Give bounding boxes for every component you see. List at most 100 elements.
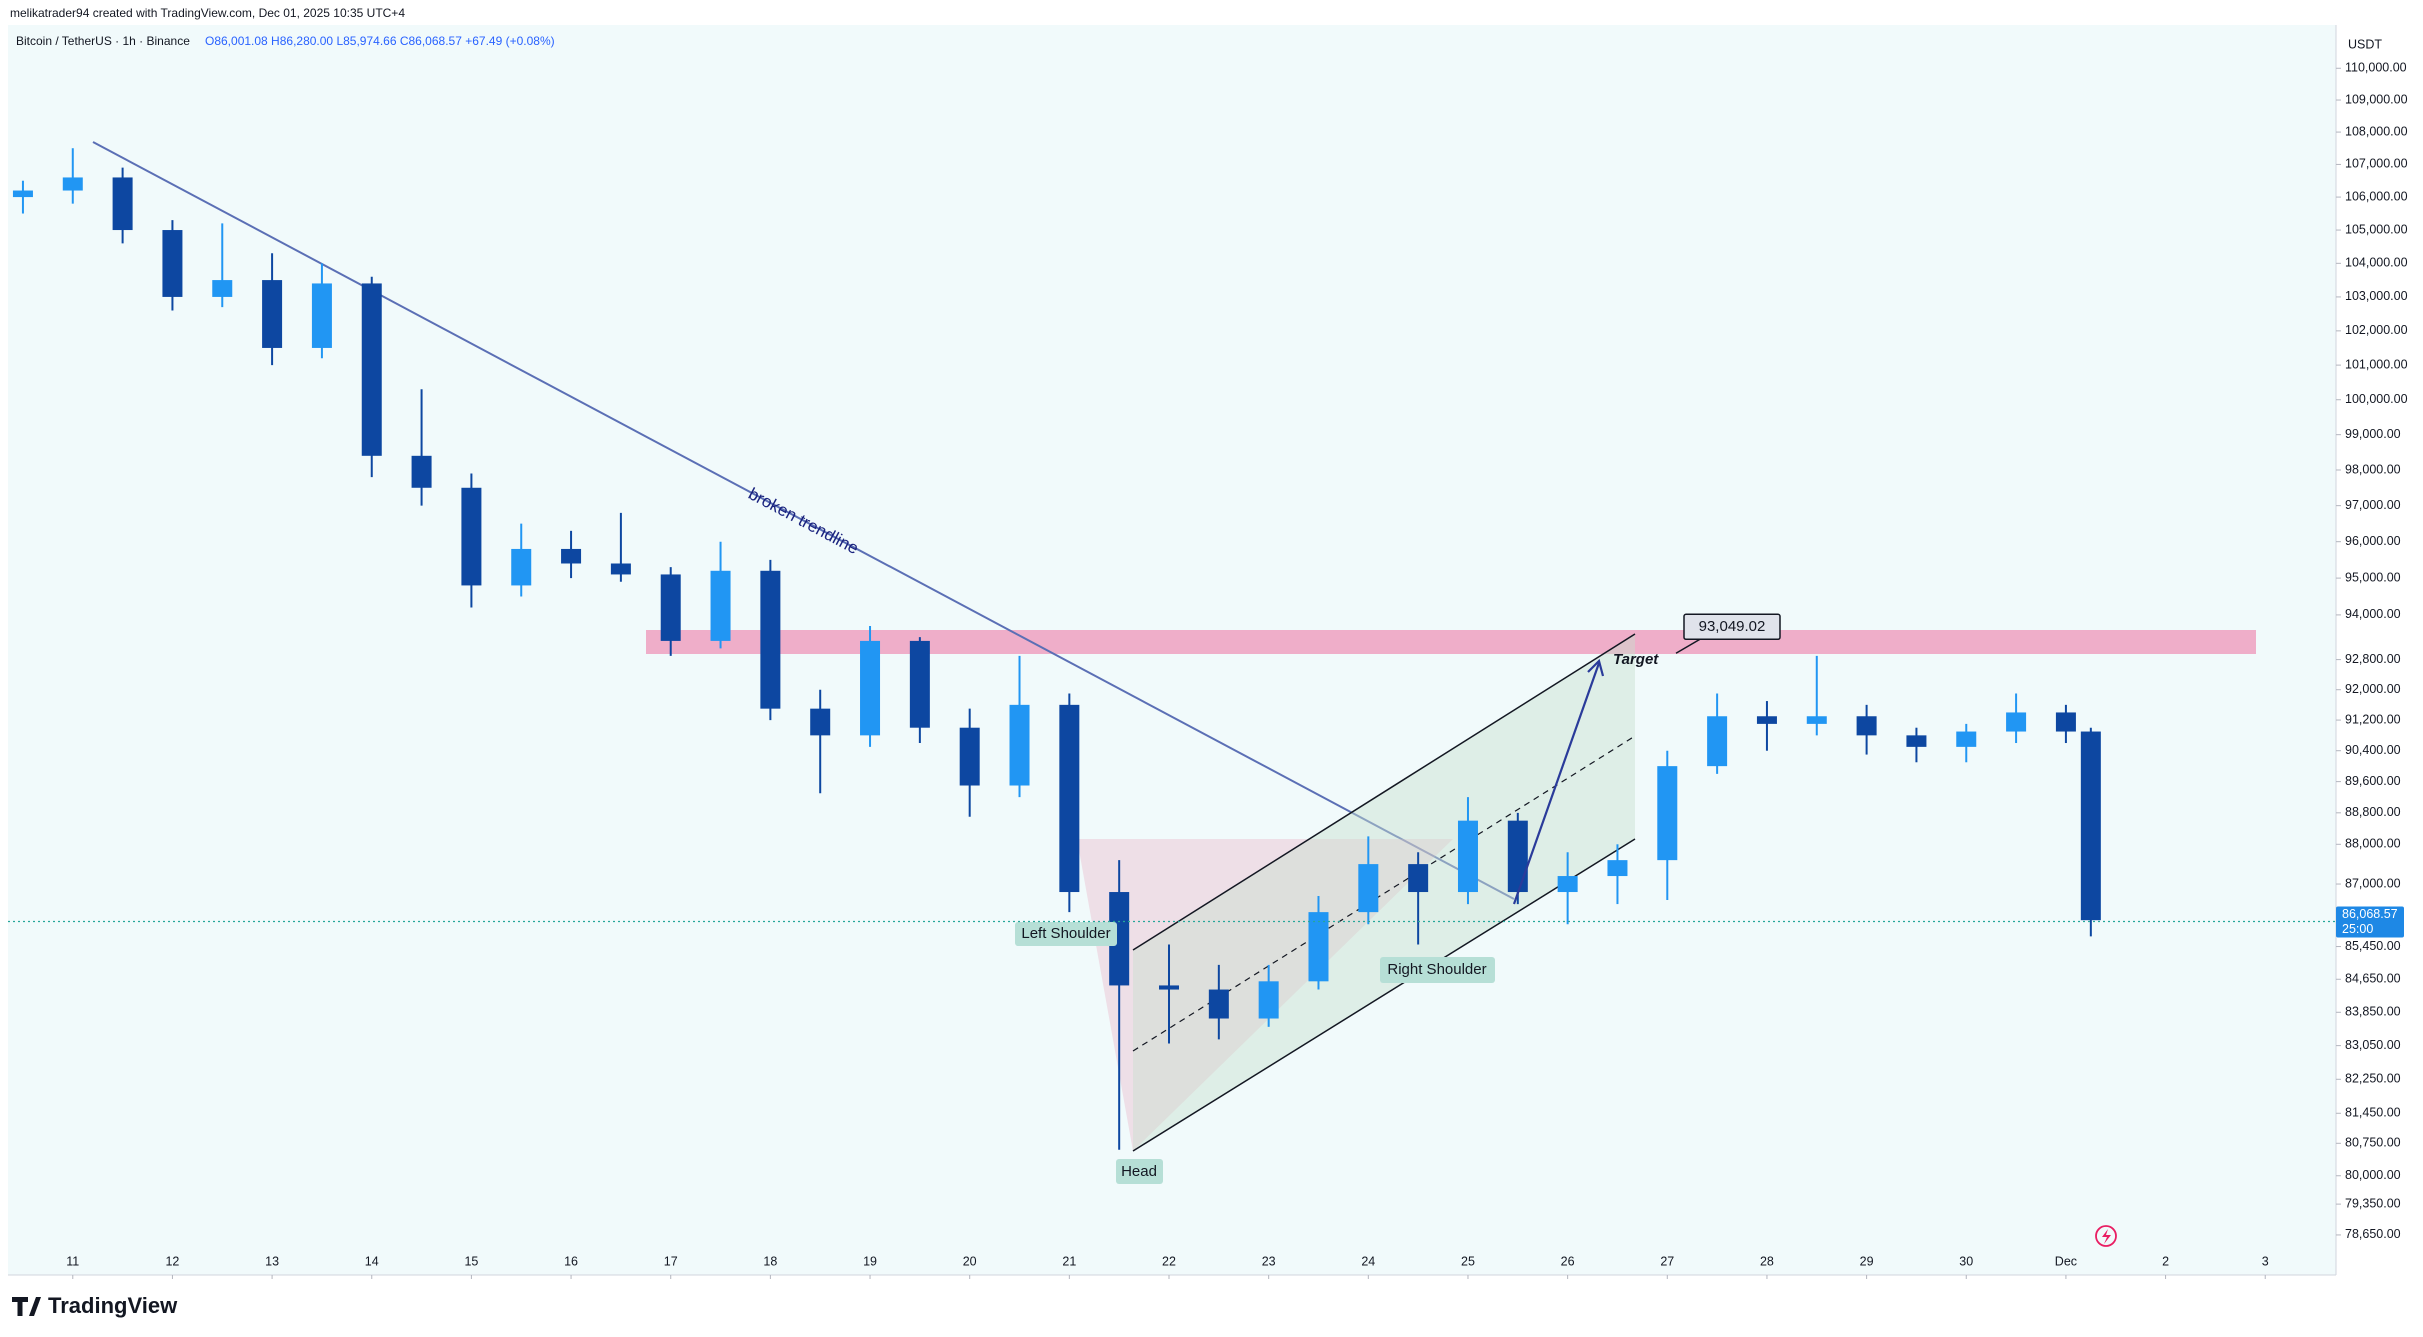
target-label: Target [1613,651,1659,668]
x-tick-label: 21 [1062,1254,1076,1268]
y-tick-label: 107,000.00 [2345,157,2408,171]
trendline [92,141,1515,900]
ohlc-readout: O86,001.08 H86,280.00 L85,974.66 C86,068… [205,34,555,48]
resistance-zone [646,630,2256,654]
projection-arrow [1512,662,1601,905]
y-tick-label: 91,200.00 [2345,712,2401,726]
candle-body [1109,892,1130,986]
candle-body [561,548,582,564]
x-tick-label: 27 [1660,1254,1674,1268]
y-tick-label: 101,000.00 [2345,357,2408,371]
y-tick-label: 102,000.00 [2345,323,2408,337]
candle-body [1159,985,1180,990]
x-tick-label: 28 [1760,1254,1774,1268]
candle-body [12,190,33,198]
x-tick-label: 14 [365,1254,379,1268]
x-tick-label: Dec [2055,1254,2077,1268]
x-tick-label: 15 [464,1254,478,1268]
candle-body [1408,864,1429,893]
candle-body [660,574,681,641]
y-tick-label: 80,750.00 [2345,1136,2401,1150]
last-price-box [2336,906,2404,938]
credit: melikatrader94 created with TradingView.… [10,6,405,20]
candle-body [760,570,781,709]
channel-fill [1133,634,1635,1151]
candle-body [710,570,731,641]
candle-body [1657,766,1678,861]
candle-body [1707,716,1728,767]
y-tick-label: 99,000.00 [2345,427,2401,441]
head-label: Head [1121,1163,1157,1180]
candle-body [1059,704,1080,893]
x-tick-label: 12 [165,1254,179,1268]
y-tick-label: 98,000.00 [2345,462,2401,476]
y-tick-label: 105,000.00 [2345,222,2408,236]
y-tick-label: 88,000.00 [2345,837,2401,851]
y-tick-label: 109,000.00 [2345,92,2408,106]
candle-body [262,280,283,348]
candle-body [810,708,831,736]
y-tick-label: 80,000.00 [2345,1168,2401,1182]
candle-body [1856,716,1877,736]
candle-body [1906,735,1927,747]
target-price-label: 93,049.02 [1699,618,1766,635]
y-tick-label: 95,000.00 [2345,570,2401,584]
candle-body [1258,981,1279,1019]
symbol-title: Bitcoin / TetherUS · 1h · Binance [16,34,190,48]
candle-body [1358,864,1379,913]
label-box [1015,922,1117,946]
candle-body [1557,876,1578,893]
x-tick-label: 20 [963,1254,977,1268]
y-tick-label: 87,000.00 [2345,876,2401,890]
candle-body [511,548,532,586]
y-tick-label: 106,000.00 [2345,189,2408,203]
candle-body [162,230,183,297]
x-tick-label: 3 [2262,1254,2269,1268]
label-box [1116,1159,1163,1184]
y-tick-label: 92,000.00 [2345,682,2401,696]
y-tick-label: 100,000.00 [2345,392,2408,406]
y-tick-label: 81,450.00 [2345,1106,2401,1120]
alert-icon[interactable] [2095,1225,2117,1247]
logo-mark [12,1297,41,1316]
candle-body [2006,712,2027,732]
candle-body [1806,716,1827,724]
candle-body [1956,731,1977,747]
y-tick-label: 78,650.00 [2345,1227,2401,1241]
candle-body [112,177,133,231]
y-tick-label: 110,000.00 [2345,61,2407,75]
right-shoulder-label: Right Shoulder [1387,961,1486,978]
candle-body [1507,820,1528,893]
candle-body [1457,820,1478,893]
alert-bolt [2102,1229,2111,1244]
countdown-label: 25:00 [2342,922,2373,936]
candle-body [959,727,980,786]
y-tick-label: 89,600.00 [2345,774,2401,788]
candle-body [212,280,233,297]
x-tick-label: 16 [564,1254,578,1268]
target-price-box [1683,613,1781,641]
x-tick-label: 22 [1162,1254,1176,1268]
y-tick-label: 94,000.00 [2345,607,2401,621]
y-tick-label: 88,800.00 [2345,805,2401,819]
y-tick-label: 108,000.00 [2345,124,2408,138]
y-tick-label: 96,000.00 [2345,534,2401,548]
y-tick-label: 90,400.00 [2345,743,2401,757]
candle-body [1308,912,1329,982]
x-tick-label: 18 [763,1254,777,1268]
candle-body [1208,989,1229,1019]
y-tick-label: 104,000.00 [2345,256,2408,270]
candle-body [311,283,332,348]
y-tick-label: 79,350.00 [2345,1196,2401,1210]
x-tick-label: 17 [664,1254,678,1268]
x-tick-label: 29 [1860,1254,1874,1268]
brand-name: TradingView [48,1293,178,1318]
y-tick-label: 92,800.00 [2345,652,2401,666]
candles [12,148,2101,1150]
y-tick-label: 84,650.00 [2345,972,2401,986]
brand-logo: TradingView [12,1293,178,1318]
price-unit: USDT [2348,37,2382,51]
x-tick-label: 13 [265,1254,279,1268]
x-tick-label: 26 [1561,1254,1575,1268]
